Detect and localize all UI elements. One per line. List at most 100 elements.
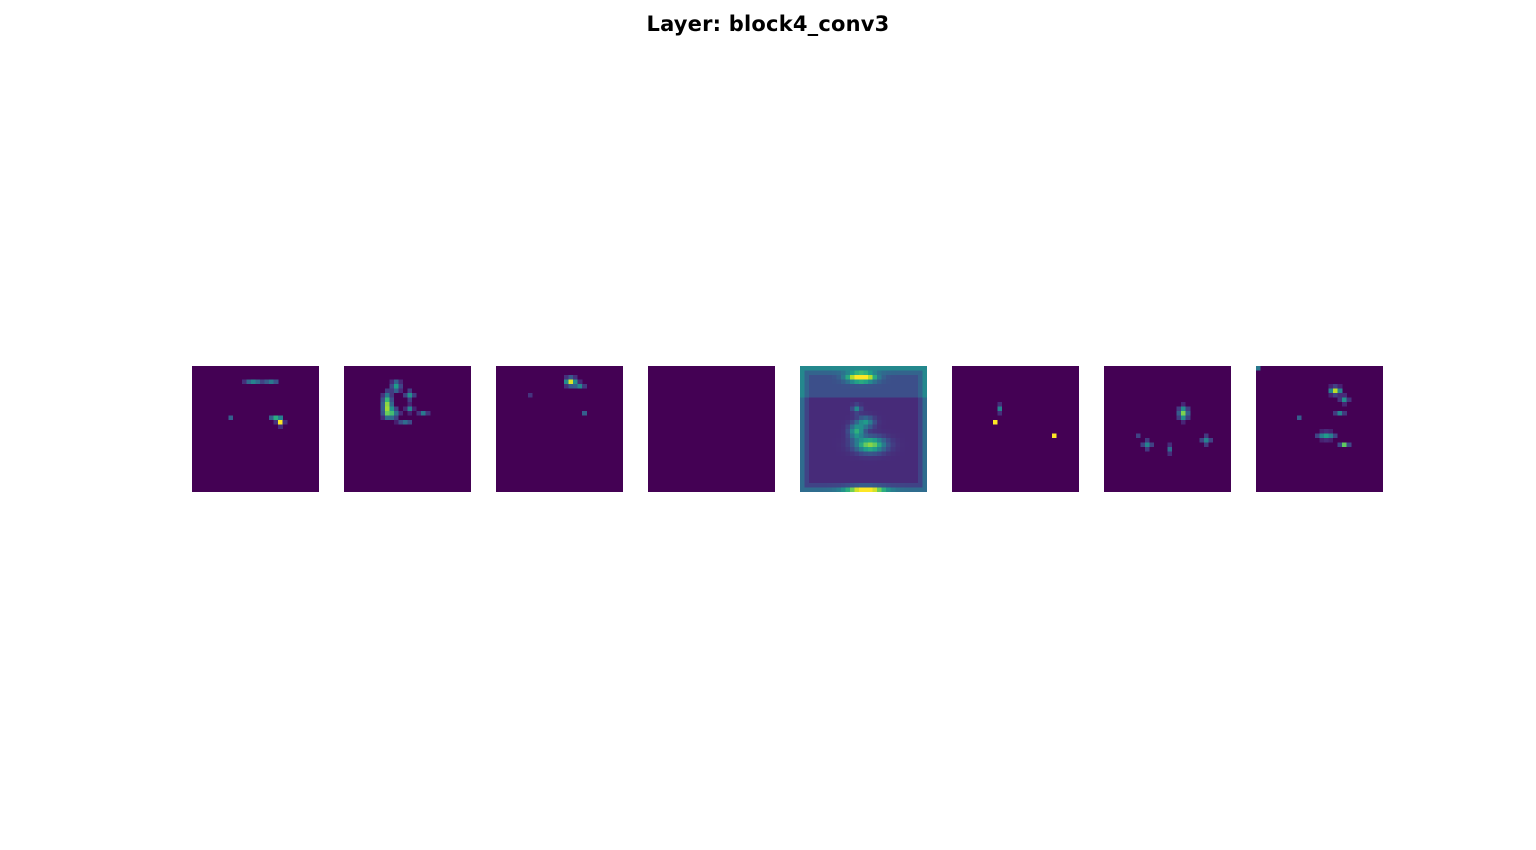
activation-cell	[868, 388, 873, 394]
activation-cell	[917, 465, 923, 470]
activation-cell	[840, 375, 846, 380]
activation-cell	[895, 370, 900, 376]
activation-cell	[1328, 388, 1334, 394]
activation-cell	[827, 447, 832, 452]
activation-cell	[412, 393, 417, 398]
activation-cell	[908, 460, 914, 466]
activation-cell	[877, 460, 882, 466]
activation-cell	[269, 379, 274, 385]
feature-map-background	[192, 366, 319, 492]
activation-cell	[908, 397, 914, 403]
activation-cell	[836, 429, 841, 434]
activation-cell	[917, 456, 923, 461]
activation-cell	[863, 469, 869, 475]
activation-cell	[872, 433, 878, 439]
activation-cell	[840, 451, 846, 457]
activation-cell	[831, 411, 837, 416]
activation-cell	[845, 456, 850, 461]
activation-cell	[813, 433, 819, 439]
activation-cell	[822, 474, 828, 479]
activation-cell	[836, 438, 841, 443]
activation-cell	[822, 438, 828, 443]
activation-cell	[922, 451, 927, 457]
activation-cell	[854, 397, 860, 403]
activation-cell	[393, 415, 399, 421]
activation-cell	[398, 411, 404, 416]
activation-cell	[877, 393, 882, 398]
activation-cell	[908, 379, 914, 385]
activation-cell	[895, 420, 900, 425]
activation-cell	[827, 402, 832, 407]
activation-cell	[890, 424, 896, 430]
activation-cell	[804, 366, 810, 371]
activation-cell	[886, 388, 891, 394]
activation-cell	[813, 483, 819, 488]
activation-cell	[872, 460, 878, 466]
activation-cell	[895, 424, 900, 430]
activation-cell	[827, 375, 832, 380]
activation-cell	[822, 366, 828, 371]
activation-cell	[868, 366, 873, 371]
activation-cell	[407, 388, 413, 394]
activation-cell	[886, 397, 891, 403]
activation-cell	[868, 460, 873, 466]
activation-cell	[908, 483, 914, 488]
activation-cell	[389, 384, 394, 389]
activation-cell	[895, 447, 900, 452]
activation-cell	[1199, 438, 1204, 443]
activation-cell	[899, 433, 905, 439]
activation-cell	[881, 406, 887, 412]
activation-cell	[872, 487, 878, 492]
activation-cell	[389, 397, 394, 403]
activation-cell	[849, 478, 855, 484]
activation-cell	[380, 397, 385, 403]
activation-cell	[854, 474, 860, 479]
activation-cell	[868, 411, 873, 416]
activation-cell	[813, 384, 819, 389]
activation-cell	[822, 388, 828, 394]
activation-cell	[800, 460, 805, 466]
activation-cell	[840, 415, 846, 421]
activation-cell	[393, 420, 399, 425]
activation-cell	[827, 379, 832, 385]
activation-cell	[877, 447, 882, 452]
activation-cell	[818, 424, 823, 430]
activation-cell	[836, 447, 841, 452]
activation-cell	[809, 469, 814, 475]
activation-cell	[813, 451, 819, 457]
activation-cell	[818, 451, 823, 457]
activation-cell	[809, 415, 814, 421]
figure-title: Layer: block4_conv3	[646, 12, 890, 36]
activation-cell	[1333, 433, 1338, 439]
activation-cell	[384, 393, 390, 398]
activation-cell	[384, 388, 390, 394]
feature-map-background	[496, 366, 623, 492]
activation-cell	[1203, 442, 1209, 448]
activation-cell	[827, 406, 832, 412]
activation-cell	[872, 465, 878, 470]
activation-cell	[886, 411, 891, 416]
activation-cell	[890, 406, 896, 412]
activation-cell	[890, 451, 896, 457]
activation-cell	[849, 465, 855, 470]
activation-cell	[800, 451, 805, 457]
activation-cell	[913, 483, 919, 488]
activation-cell	[836, 375, 841, 380]
activation-cell	[809, 429, 814, 434]
activation-cell	[393, 406, 399, 412]
activation-cell	[818, 478, 823, 484]
activation-cell	[831, 366, 837, 371]
activation-cell	[809, 456, 814, 461]
activation-cell	[384, 411, 390, 416]
feature-map-background	[648, 366, 775, 492]
activation-cell	[849, 411, 855, 416]
activation-cell	[922, 442, 927, 448]
activation-cell	[822, 406, 828, 412]
activation-cell	[917, 406, 923, 412]
activation-cell	[917, 460, 923, 466]
activation-cell	[407, 402, 413, 407]
activation-cell	[389, 411, 394, 416]
activation-cell	[890, 366, 896, 371]
activation-cell	[813, 487, 819, 492]
activation-cell	[818, 402, 823, 407]
